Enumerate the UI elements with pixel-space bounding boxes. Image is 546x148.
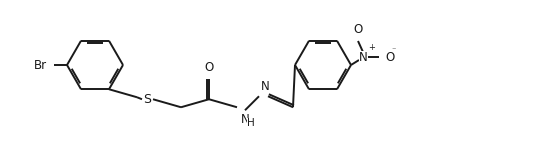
Text: O: O (353, 23, 363, 36)
Text: Br: Br (34, 58, 47, 71)
Text: +: + (368, 43, 375, 52)
Text: O: O (385, 50, 394, 63)
Text: ⁻: ⁻ (391, 45, 395, 54)
Text: O: O (204, 61, 213, 74)
Text: N: N (359, 50, 367, 63)
Text: N: N (241, 113, 250, 126)
Text: S: S (143, 93, 151, 106)
Text: N: N (260, 80, 269, 93)
Text: H: H (247, 118, 255, 128)
